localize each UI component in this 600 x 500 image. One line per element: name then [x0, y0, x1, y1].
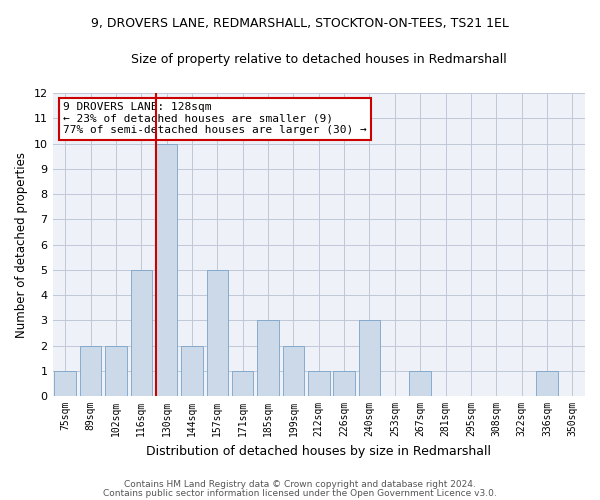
Bar: [181, 346, 203, 396]
Y-axis label: Number of detached properties: Number of detached properties: [15, 152, 28, 338]
Bar: [131, 270, 152, 396]
Bar: [232, 371, 253, 396]
Text: 9, DROVERS LANE, REDMARSHALL, STOCKTON-ON-TEES, TS21 1EL: 9, DROVERS LANE, REDMARSHALL, STOCKTON-O…: [91, 18, 509, 30]
Bar: [409, 371, 431, 396]
Bar: [55, 371, 76, 396]
Bar: [156, 144, 178, 396]
Bar: [308, 371, 329, 396]
Text: 9 DROVERS LANE: 128sqm
← 23% of detached houses are smaller (9)
77% of semi-deta: 9 DROVERS LANE: 128sqm ← 23% of detached…: [63, 102, 367, 136]
Text: Contains public sector information licensed under the Open Government Licence v3: Contains public sector information licen…: [103, 488, 497, 498]
Bar: [536, 371, 558, 396]
Bar: [206, 270, 228, 396]
Bar: [283, 346, 304, 396]
Text: Contains HM Land Registry data © Crown copyright and database right 2024.: Contains HM Land Registry data © Crown c…: [124, 480, 476, 489]
Title: Size of property relative to detached houses in Redmarshall: Size of property relative to detached ho…: [131, 52, 506, 66]
Bar: [80, 346, 101, 396]
X-axis label: Distribution of detached houses by size in Redmarshall: Distribution of detached houses by size …: [146, 444, 491, 458]
Bar: [359, 320, 380, 396]
Bar: [257, 320, 279, 396]
Bar: [105, 346, 127, 396]
Bar: [334, 371, 355, 396]
